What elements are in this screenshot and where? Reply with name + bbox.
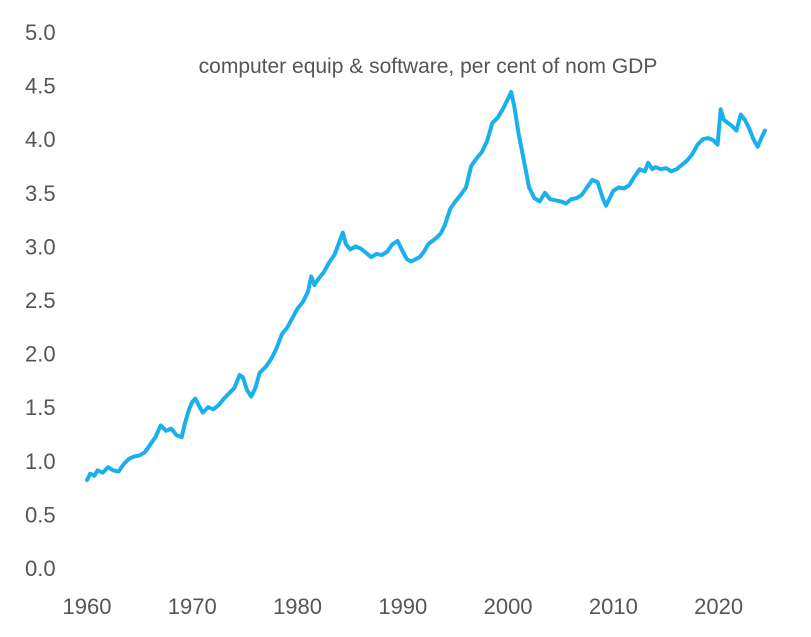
y-tick-label: 3.5 [25, 181, 56, 206]
x-tick-label: 2000 [484, 594, 533, 619]
y-tick-label: 5.0 [25, 20, 56, 45]
y-tick-label: 0.5 [25, 502, 56, 527]
x-tick-label: 1980 [273, 594, 322, 619]
y-tick-label: 3.0 [25, 234, 56, 259]
y-tick-label: 4.0 [25, 127, 56, 152]
y-tick-label: 2.5 [25, 288, 56, 313]
x-tick-label: 2020 [694, 594, 743, 619]
chart-title: computer equip & software, per cent of n… [199, 55, 658, 78]
x-tick-label: 1960 [63, 594, 112, 619]
y-tick-label: 1.0 [25, 449, 56, 474]
y-tick-label: 2.0 [25, 342, 56, 367]
y-tick-label: 4.5 [25, 74, 56, 99]
series-line-0 [85, 90, 767, 483]
x-tick-label: 1990 [378, 594, 427, 619]
y-tick-label: 0.0 [25, 556, 56, 581]
x-axis-tick-labels: 1960 1970 1980 1990 2000 2010 2020 [63, 594, 744, 619]
series-layer [85, 90, 767, 483]
y-axis-tick-labels: 0.0 0.5 1.0 1.5 2.0 2.5 3.0 3.5 4.0 4.5 5.0 [25, 20, 56, 581]
x-tick-label: 1970 [168, 594, 217, 619]
y-tick-label: 1.5 [25, 395, 56, 420]
x-tick-label: 2010 [589, 594, 638, 619]
